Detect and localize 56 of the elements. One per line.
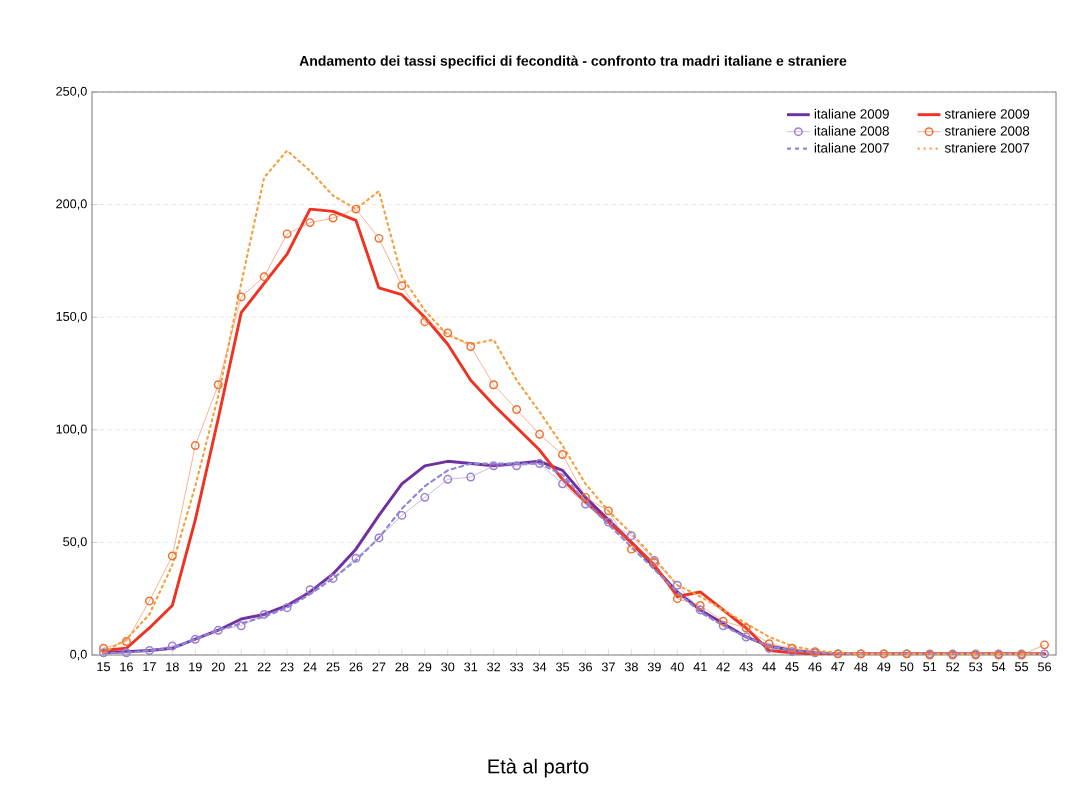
x-tick-label: 20 [211, 662, 225, 672]
legend-label: straniere 2007 [944, 142, 1030, 153]
x-tick-label: 18 [166, 662, 179, 672]
legend-label: italiane 2008 [814, 125, 889, 136]
x-tick-label: 31 [464, 662, 478, 672]
x-tick-label: 37 [601, 662, 615, 672]
x-tick-label: 25 [326, 662, 340, 672]
x-tick-label: 52 [946, 662, 960, 672]
x-tick-label: 30 [441, 662, 455, 672]
x-tick-label: 50 [900, 662, 914, 672]
x-tick-label: 49 [877, 662, 891, 672]
x-axis-title: Età al parto [488, 758, 589, 778]
x-tick-label: 22 [257, 662, 271, 672]
x-tick-label: 45 [785, 662, 799, 672]
y-tick-label: 100,0 [56, 424, 87, 436]
x-tick-label: 40 [670, 662, 684, 672]
x-tick-label: 39 [647, 662, 661, 672]
x-tick-label: 23 [280, 662, 294, 672]
x-tick-label: 44 [762, 662, 776, 672]
x-tick-label: 47 [831, 662, 845, 672]
x-tick-label: 33 [510, 662, 524, 672]
y-tick-label: 0,0 [70, 649, 87, 661]
y-tick-label: 50,0 [63, 537, 87, 548]
legend-label: italiane 2009 [814, 108, 889, 119]
x-tick-label: 28 [395, 662, 409, 672]
x-tick-label: 51 [923, 662, 937, 672]
legend-label: italiane 2007 [814, 142, 889, 153]
x-tick-label: 17 [143, 662, 156, 672]
x-tick-label: 27 [372, 662, 386, 672]
x-tick-label: 41 [693, 662, 707, 672]
x-tick-label: 56 [1037, 662, 1052, 672]
x-tick-label: 26 [349, 662, 363, 672]
x-tick-label: 36 [578, 662, 592, 672]
x-tick-label: 55 [1015, 662, 1029, 672]
x-tick-label: 24 [303, 662, 317, 672]
x-tick-label: 34 [533, 662, 547, 672]
x-tick-label: 21 [234, 662, 248, 672]
chart-title: Andamento dei tassi specifici di fecondità - confronto tra madri italiane e straniere [299, 55, 847, 69]
y-tick-label: 150,0 [56, 311, 87, 323]
x-tick-label: 32 [487, 662, 501, 672]
x-tick-label: 48 [854, 662, 868, 672]
x-tick-label: 19 [189, 662, 202, 672]
y-tick-label: 250,0 [56, 86, 87, 98]
x-tick-label: 15 [97, 662, 110, 672]
x-tick-label: 43 [739, 662, 753, 672]
x-tick-label: 53 [969, 662, 983, 672]
x-tick-label: 38 [624, 662, 638, 672]
x-tick-label: 42 [716, 662, 730, 672]
x-tick-label: 29 [418, 662, 432, 672]
legend-label: straniere 2009 [944, 108, 1030, 119]
legend-label: straniere 2008 [944, 125, 1030, 136]
y-tick-label: 200,0 [56, 199, 87, 210]
x-tick-label: 16 [120, 662, 133, 672]
x-tick-label: 35 [555, 662, 570, 672]
x-tick-label: 54 [992, 662, 1006, 672]
x-tick-label: 46 [808, 662, 822, 672]
